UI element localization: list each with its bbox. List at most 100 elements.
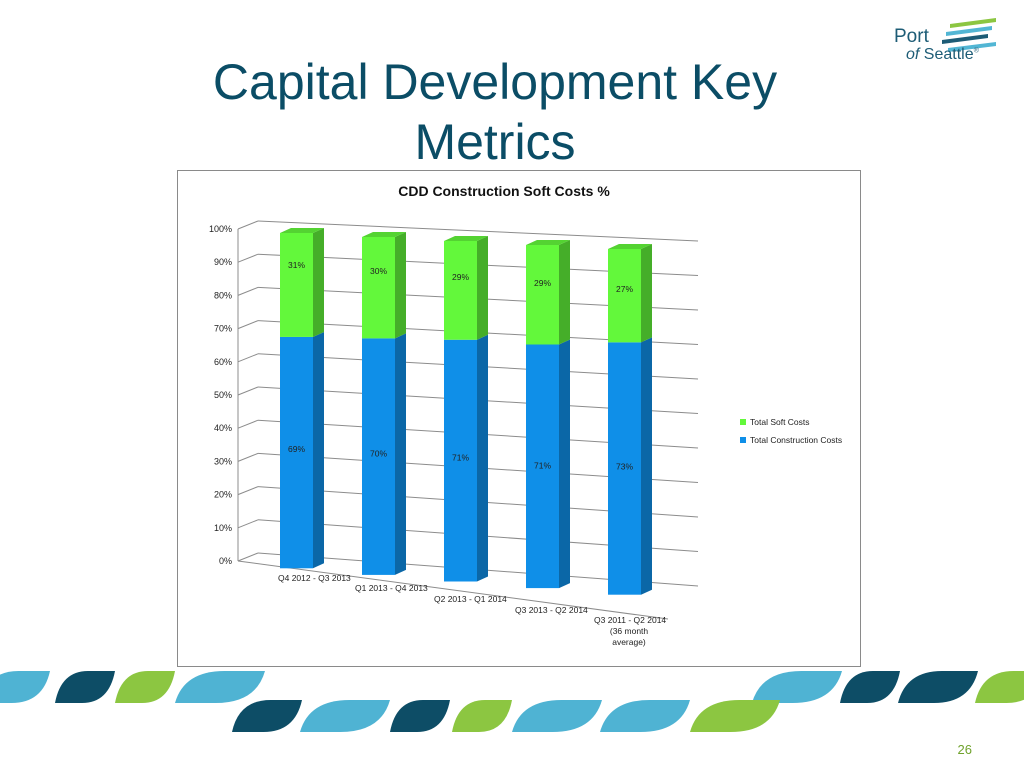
logo-stripe [950, 18, 996, 28]
bar-construction [444, 339, 477, 582]
wave-shape [452, 700, 512, 732]
floor-edge [237, 560, 669, 620]
x-category-label: Q4 2012 - Q3 2013 [278, 573, 351, 583]
bar-soft-side [313, 228, 324, 337]
wave-shape [600, 700, 690, 732]
bar-soft-top [526, 240, 570, 245]
bar-soft-side [395, 232, 406, 339]
bar-soft-top [280, 228, 324, 233]
gridline-side [237, 519, 259, 529]
y-tick-label: 70% [214, 324, 232, 334]
bar-soft [280, 233, 313, 337]
wave-shape [300, 700, 390, 732]
bar-construction [362, 338, 395, 575]
wave-shape [840, 671, 900, 703]
data-label-soft: 29% [452, 272, 469, 282]
bar-soft-top [444, 236, 488, 241]
bar-soft [362, 237, 395, 339]
gridline-side [237, 320, 259, 330]
legend-label: Total Soft Costs [750, 417, 810, 427]
bar-soft-side [477, 236, 488, 340]
y-tick-label: 10% [214, 523, 232, 533]
y-tick-label: 20% [214, 490, 232, 500]
wave-shape [898, 671, 978, 703]
bar-construction [280, 336, 313, 569]
bar-soft [608, 249, 641, 343]
logo-text-of: of [906, 46, 920, 63]
x-category-label: average) [612, 637, 646, 647]
data-label-construction: 70% [370, 448, 387, 458]
chart-title: CDD Construction Soft Costs % [398, 183, 610, 199]
logo-text-port: Port [894, 26, 929, 47]
port-of-seattle-logo: Port of Seattle® [892, 18, 1004, 68]
logo-text-name: Seattle [923, 46, 974, 63]
wave-shape [115, 671, 175, 703]
bar-construction-side [477, 334, 488, 582]
y-tick-label: 80% [214, 290, 232, 300]
bar-soft-side [559, 240, 570, 345]
y-tick-label: 100% [209, 224, 232, 234]
label-layer: 0% 10% 20% 30% 40% 50% 60% 70% 80% 90% 100% 31% 69% 3… [209, 224, 666, 647]
gridline-side [237, 286, 259, 296]
wave-shape [175, 671, 265, 703]
bar-construction-side [559, 339, 570, 589]
x-category-label: Q1 2013 - Q4 2013 [355, 583, 428, 593]
bar-construction-side [313, 331, 324, 569]
wave-shape [390, 700, 450, 732]
bar-construction [608, 342, 641, 595]
gridline-side [237, 253, 259, 263]
y-tick-label: 40% [214, 423, 232, 433]
data-label-construction: 69% [288, 444, 305, 454]
chart-container: CDD Construction Soft Costs % 0% 10% 20% 30… [177, 170, 861, 667]
bar-soft [444, 241, 477, 340]
gridline-side [237, 220, 259, 230]
wave-shape [512, 700, 602, 732]
legend-label: Total Construction Costs [750, 435, 842, 445]
bar-soft [526, 245, 559, 345]
logo-text-seattle: of Seattle® [906, 46, 979, 64]
chart-legend: Total Soft Costs Total Construction Costs [740, 417, 842, 445]
bar-construction [526, 344, 559, 589]
wave-shape [690, 700, 780, 732]
data-label-soft: 31% [288, 260, 305, 270]
x-category-label: Q2 2013 - Q1 2014 [434, 594, 507, 604]
decorative-wave-band [0, 671, 1024, 732]
x-category-label: Q3 2013 - Q2 2014 [515, 605, 588, 615]
wave-shape [752, 671, 842, 703]
bar-soft-top [608, 244, 652, 249]
gridline-side [237, 452, 259, 462]
y-tick-label: 0% [219, 556, 232, 566]
data-label-construction: 71% [452, 453, 469, 463]
wave-shape [55, 671, 115, 703]
wave-shape [232, 700, 302, 732]
wave-shape [0, 671, 50, 703]
bar-layer [280, 228, 652, 595]
gridline-side [237, 419, 259, 429]
wave-shape [975, 671, 1024, 703]
y-tick-label: 90% [214, 257, 232, 267]
gridline-side [237, 552, 259, 562]
data-label-soft: 30% [370, 266, 387, 276]
gridline-side [237, 386, 259, 396]
data-label-soft: 29% [534, 278, 551, 288]
gridline-side [237, 486, 259, 496]
stacked-bar-chart: CDD Construction Soft Costs % 0% 10% 20% 30… [209, 183, 842, 647]
bar-soft-side [641, 244, 652, 343]
logo-stripe [946, 26, 992, 36]
logo-stripes-icon [942, 18, 996, 52]
x-category-label: (36 month [610, 626, 649, 636]
logo-registered-mark: ® [973, 47, 979, 55]
data-label-soft: 27% [616, 284, 633, 294]
gridline [257, 220, 699, 242]
y-tick-label: 60% [214, 357, 232, 367]
page-number: 26 [957, 742, 972, 757]
y-tick-label: 50% [214, 390, 232, 400]
legend-swatch [740, 419, 746, 425]
x-category-label: Q3 2011 - Q2 2014 [594, 615, 666, 625]
bar-construction-side [395, 333, 406, 575]
legend-swatch [740, 437, 746, 443]
bar-construction-side [641, 337, 652, 595]
slide-title: Capital Development Key Metrics [212, 54, 778, 170]
y-tick-label: 30% [214, 456, 232, 466]
logo-stripe [948, 42, 996, 52]
